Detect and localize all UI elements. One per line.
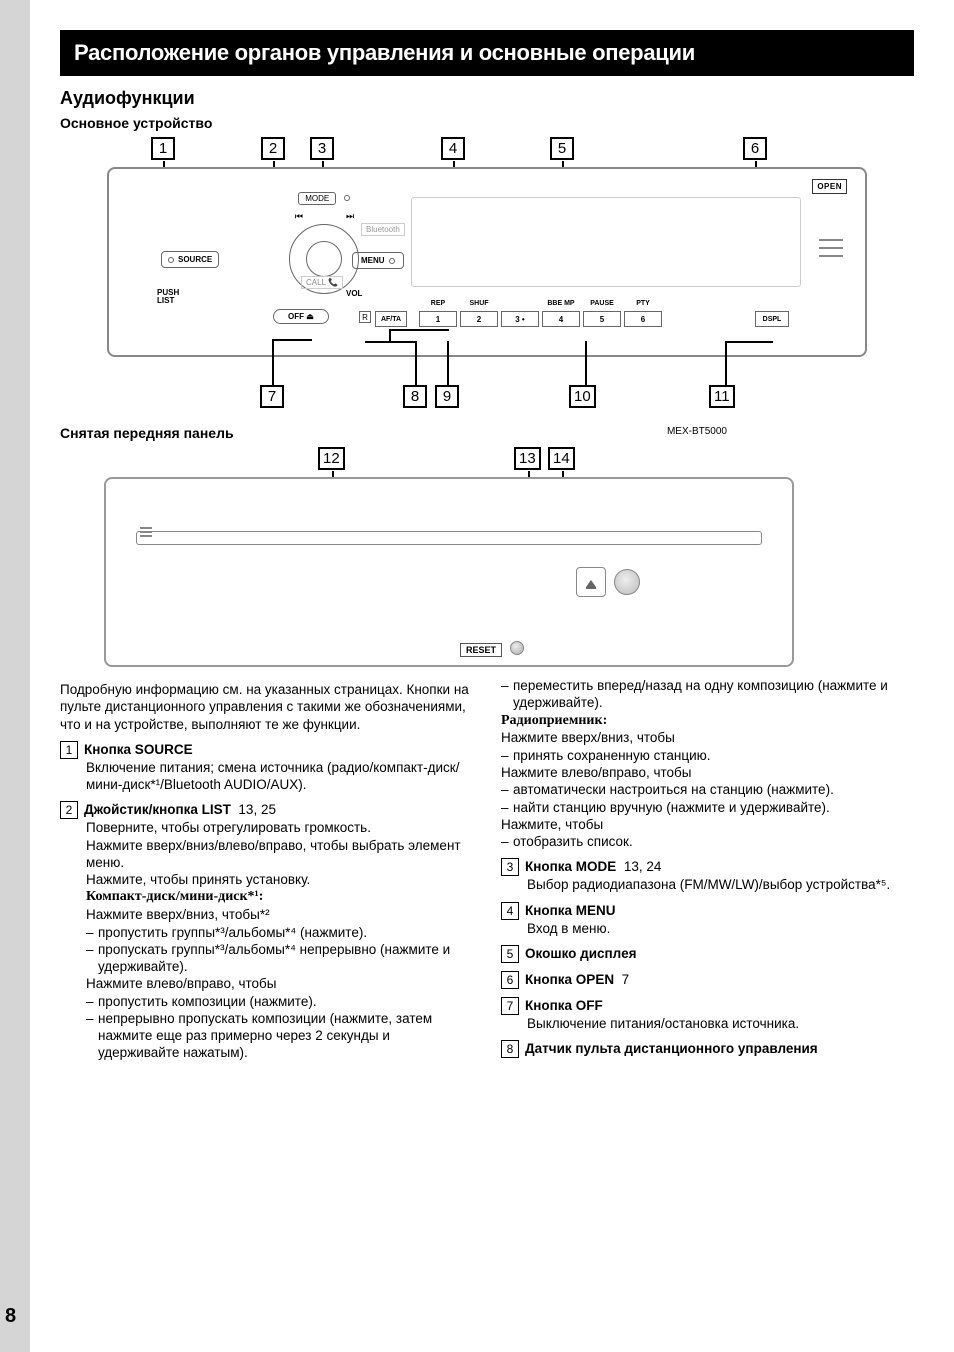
callout-8: 8 — [403, 385, 427, 408]
item-5-number: 5 — [501, 945, 519, 963]
callout-6: 6 — [743, 137, 767, 160]
right-column: переместить вперед/назад на одну компози… — [501, 677, 914, 1070]
call-button: CALL 📞 — [301, 276, 343, 289]
item-6-number: 6 — [501, 971, 519, 989]
source-button: SOURCE — [161, 251, 219, 268]
callout-10: 10 — [569, 385, 596, 408]
open-button: OPEN — [812, 179, 847, 194]
eject-knob — [614, 569, 640, 595]
panel-release-icon — [819, 239, 843, 263]
item-2-number: 2 — [60, 801, 78, 819]
afta-button: AF/TA — [375, 311, 407, 327]
callout-9: 9 — [435, 385, 459, 408]
callout-2: 2 — [261, 137, 285, 160]
vol-label: VOL — [346, 289, 362, 298]
push-list-label: PUSHLIST — [157, 289, 179, 305]
item-8-title: Датчик пульта дистанционного управления — [525, 1040, 818, 1057]
cd-slot — [136, 531, 762, 545]
prev-icon: ⏮ — [295, 211, 302, 222]
item-1-number: 1 — [60, 741, 78, 759]
display-window — [411, 197, 801, 287]
reset-pinhole — [510, 641, 524, 655]
main-unit-diagram: 1 2 3 4 5 6 OPEN MODE ⏮ ⏭ — [107, 137, 867, 415]
item-4-number: 4 — [501, 902, 519, 920]
left-column: Подробную информацию см. на указанных ст… — [60, 677, 473, 1070]
dspl-button: DSPL — [755, 311, 789, 327]
device-label: Основное устройство — [60, 115, 914, 131]
section-title: Расположение органов управления и основн… — [60, 30, 914, 76]
reset-label: RESET — [460, 643, 502, 657]
eject-button — [576, 567, 606, 597]
item-7-number: 7 — [501, 997, 519, 1015]
number-strip: REP1 SHUF2 3 • BBE MP4 PAUSE5 PTY6 — [419, 311, 662, 327]
item-5-title: Окошко дисплея — [525, 945, 636, 962]
item-3-title: Кнопка MODE — [525, 859, 616, 874]
removed-panel-label: Снятая передняя панель — [60, 425, 914, 441]
callout-1: 1 — [151, 137, 175, 160]
callout-3: 3 — [310, 137, 334, 160]
callout-12: 12 — [318, 447, 345, 470]
next-icon: ⏭ — [346, 211, 353, 222]
receptor-icon: R — [359, 311, 371, 323]
intro-text: Подробную информацию см. на указанных ст… — [60, 681, 473, 733]
callout-13: 13 — [514, 447, 541, 470]
subheading: Аудиофункции — [60, 88, 914, 109]
item-1-body: Включение питания; смена источника (ради… — [86, 759, 473, 794]
item-4-title: Кнопка MENU — [525, 902, 616, 919]
item-2-pages: 13, 25 — [238, 802, 276, 817]
model-label: MEX-BT5000 — [667, 426, 727, 437]
callout-11: 11 — [709, 385, 735, 408]
off-button: OFF ⏏ — [273, 309, 329, 324]
item-1-title: Кнопка SOURCE — [84, 741, 193, 758]
callout-4: 4 — [441, 137, 465, 160]
rotary-dial-inner — [306, 241, 342, 277]
menu-button: MENU — [352, 252, 404, 269]
callout-5: 5 — [550, 137, 574, 160]
callout-14: 14 — [548, 447, 575, 470]
item-8-number: 8 — [501, 1040, 519, 1058]
mode-button: MODE — [298, 192, 336, 205]
removed-panel-diagram: 12 13 14 RESET — [104, 447, 794, 667]
item-7-title: Кнопка OFF — [525, 997, 603, 1014]
item-6-title: Кнопка OPEN — [525, 972, 614, 987]
bluetooth-label: Bluetooth — [361, 223, 405, 236]
item-2-title: Джойстик/кнопка LIST — [84, 802, 231, 817]
callout-7: 7 — [260, 385, 284, 408]
page-number: 8 — [5, 1305, 16, 1328]
item-3-number: 3 — [501, 858, 519, 876]
